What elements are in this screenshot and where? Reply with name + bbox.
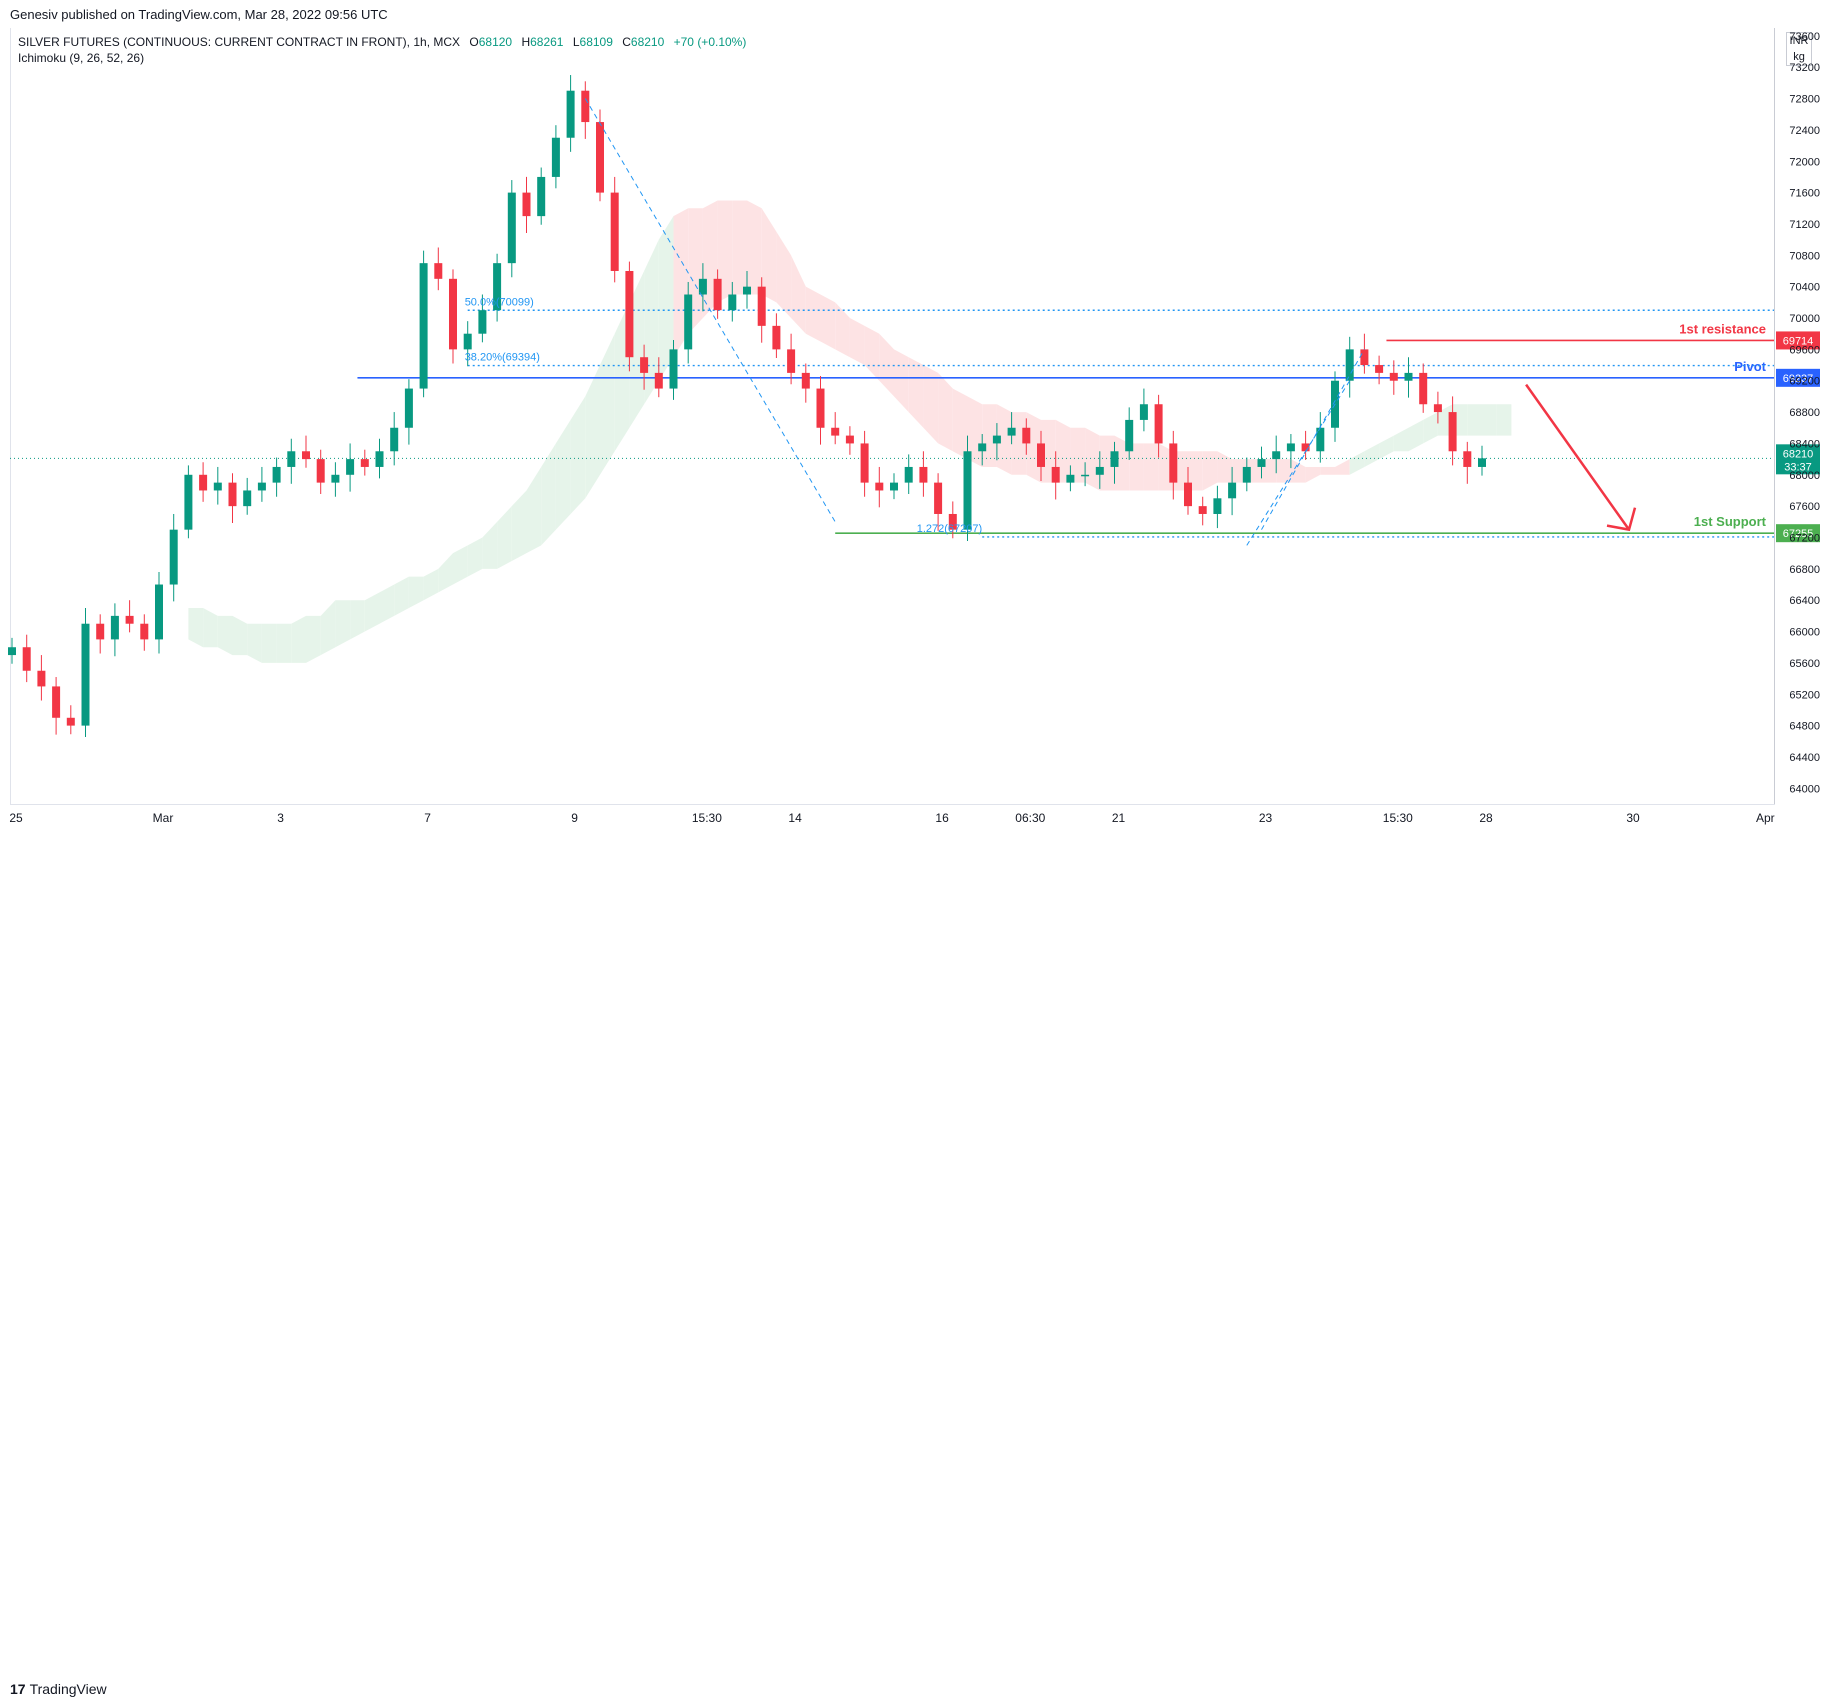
x-tick-label: 15:30 (692, 811, 722, 825)
unit-selector[interactable]: INR kg (1786, 32, 1812, 66)
x-tick-label: 14 (788, 811, 802, 825)
open-label: O (469, 35, 479, 49)
tv-logo-icon: 17 (10, 1681, 26, 1697)
high-label: H (521, 35, 531, 49)
x-tick-label: Mar (153, 811, 174, 825)
publisher-line: Genesiv published on TradingView.com, Ma… (10, 7, 388, 22)
x-tick-label: 3 (277, 811, 284, 825)
indicator-title[interactable]: Ichimoku (9, 26, 52, 26) (18, 51, 145, 65)
x-tick-label: 15:30 (1383, 811, 1413, 825)
legend-main-row: SILVER FUTURES (CONTINUOUS: CURRENT CONT… (18, 34, 746, 50)
footer: 17 TradingView (0, 838, 1834, 1697)
close-label: C (622, 35, 631, 49)
tradingview-logo[interactable]: 17 TradingView (10, 1681, 107, 1697)
x-tick-label: 06:30 (1015, 811, 1045, 825)
chart-pane[interactable] (10, 28, 1775, 805)
currency-label: INR (1789, 35, 1809, 47)
x-tick-label: 21 (1112, 811, 1126, 825)
header-bar: Genesiv published on TradingView.com, Ma… (0, 0, 1834, 28)
close-value: 68210 (630, 35, 665, 49)
x-tick-label: 30 (1626, 811, 1640, 825)
brand-label: TradingView (29, 1681, 107, 1697)
x-tick-label: Apr (1756, 811, 1775, 825)
low-value: 68109 (579, 35, 613, 49)
x-tick-label: 25 (9, 811, 23, 825)
symbol-title[interactable]: SILVER FUTURES (CONTINUOUS: CURRENT CONT… (18, 35, 461, 49)
x-tick-label: 9 (571, 811, 578, 825)
open-value: 68120 (478, 35, 513, 49)
x-tick-label: 16 (935, 811, 949, 825)
price-axis[interactable] (1774, 28, 1834, 804)
x-tick-label: 28 (1479, 811, 1493, 825)
high-value: 68261 (530, 35, 564, 49)
x-tick-label: 7 (424, 811, 431, 825)
x-tick-label: 23 (1259, 811, 1273, 825)
measure-label: kg (1793, 51, 1805, 63)
change-value: +70 (+0.10%) (673, 35, 747, 49)
low-label: L (572, 35, 580, 49)
chart-legend: SILVER FUTURES (CONTINUOUS: CURRENT CONT… (18, 34, 746, 66)
